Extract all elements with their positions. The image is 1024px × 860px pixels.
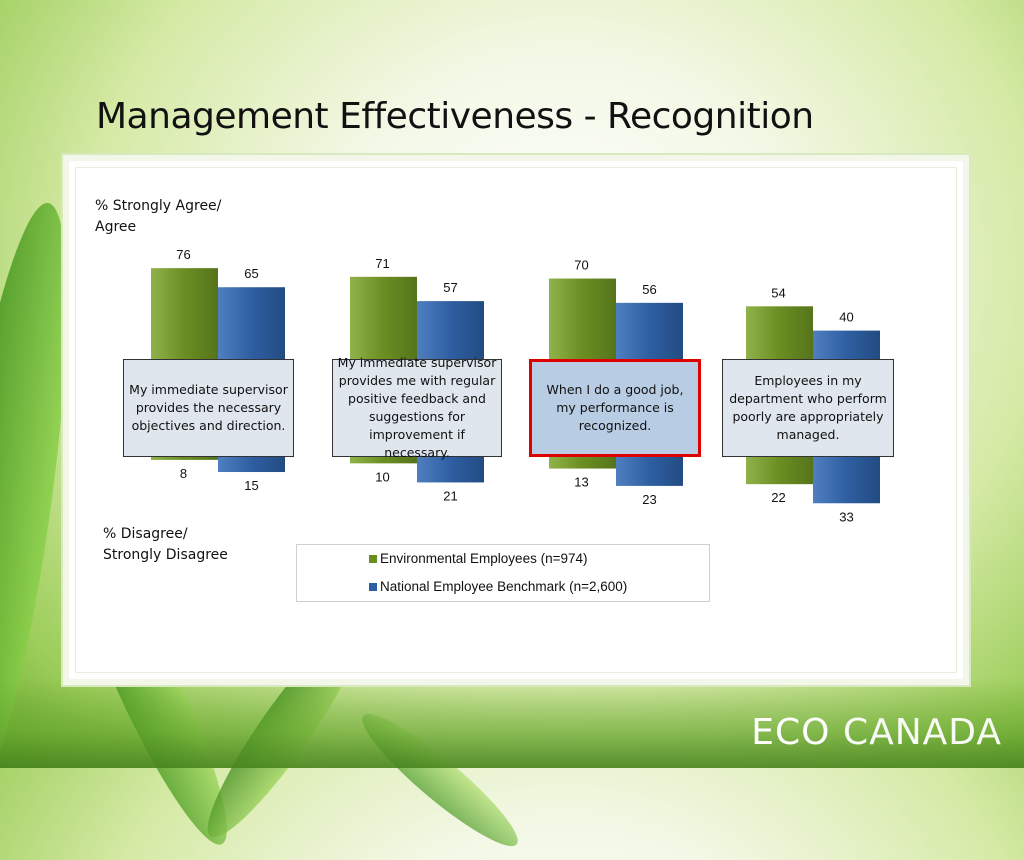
- legend-item-environmental: Environmental Employees (n=974): [369, 551, 587, 566]
- question-box-1: My immediate supervisor provides the nec…: [123, 359, 294, 457]
- agree-value-label-bench-1: 65: [244, 266, 258, 281]
- eco-canada-logo: ECO CANADA: [751, 712, 1002, 753]
- disagree-axis-label: % Disagree/ Strongly Disagree: [103, 526, 228, 563]
- brand-canada: CANADA: [842, 712, 1002, 753]
- disagree-value-label-bench-1: 15: [244, 478, 258, 493]
- agree-value-label-bench-3: 56: [642, 282, 656, 297]
- brand-eco: ECO: [751, 712, 831, 753]
- disagree-value-label-bench-4: 33: [839, 509, 853, 524]
- agree-value-label-env-4: 54: [771, 285, 785, 300]
- grass-ground-decoration: [0, 678, 1024, 768]
- disagree-value-label-bench-2: 21: [443, 488, 457, 503]
- legend-swatch-benchmark: [369, 582, 377, 591]
- disagree-value-label-env-4: 22: [771, 490, 785, 505]
- agree-axis-label: % Strongly Agree/ Agree: [95, 198, 222, 235]
- disagree-value-label-env-2: 10: [375, 469, 389, 484]
- disagree-value-label-env-1: 8: [180, 466, 187, 481]
- agree-value-label-env-2: 71: [375, 256, 389, 271]
- question-box-4: Employees in my department who perform p…: [722, 359, 894, 457]
- chart-panel-inner-border: [75, 167, 957, 673]
- legend-swatch-environmental: [369, 554, 377, 563]
- disagree-value-label-env-3: 13: [574, 475, 588, 490]
- agree-value-label-bench-2: 57: [443, 280, 457, 295]
- chart-legend: Environmental Employees (n=974) National…: [296, 544, 710, 602]
- question-box-2: My immediate supervisor provides me with…: [332, 355, 502, 460]
- disagree-value-label-bench-3: 23: [642, 492, 656, 507]
- legend-label-benchmark: National Employee Benchmark (n=2,600): [380, 579, 628, 594]
- agree-value-label-bench-4: 40: [839, 310, 853, 325]
- agree-value-label-env-3: 70: [574, 258, 588, 273]
- question-box-3-highlighted: When I do a good job, my performance is …: [529, 359, 701, 457]
- legend-item-benchmark: National Employee Benchmark (n=2,600): [369, 579, 627, 594]
- agree-value-label-env-1: 76: [176, 247, 190, 262]
- slide-title: Management Effectiveness - Recognition: [96, 96, 814, 137]
- legend-label-environmental: Environmental Employees (n=974): [380, 551, 588, 566]
